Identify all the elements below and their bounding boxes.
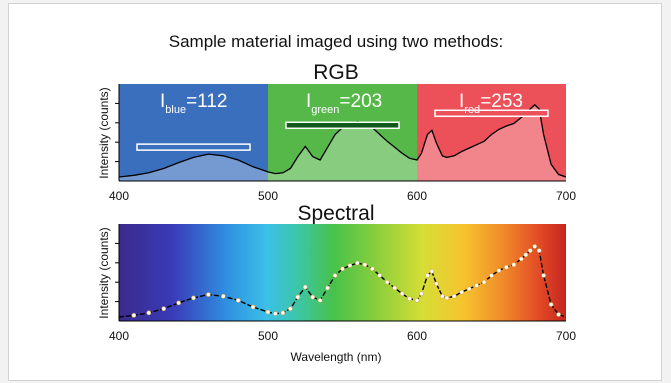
spectral-sample-point xyxy=(250,304,256,310)
spectral-x-tick-label: 400 xyxy=(109,329,129,343)
blue-intensity-label: Iblue=112 xyxy=(160,91,227,116)
spectral-sample-point xyxy=(407,296,412,302)
rgb-red-region xyxy=(417,84,566,181)
spectral-sample-point xyxy=(434,281,439,287)
spectral-sample-point xyxy=(310,294,316,300)
spectral-sample-point xyxy=(527,248,533,253)
spectral-sample-point xyxy=(459,289,465,295)
spectral-sample-point xyxy=(419,291,424,297)
spectral-sample-point xyxy=(131,313,137,318)
spectral-sample-point xyxy=(317,298,323,303)
spectral-x-tick-label: 600 xyxy=(407,329,427,343)
spectral-sample-point xyxy=(474,283,479,288)
green-label-value: =203 xyxy=(339,91,382,112)
spectral-sample-point xyxy=(496,268,502,273)
figure-title: Sample material imaged using two methods… xyxy=(169,32,504,51)
red-label-main: I xyxy=(459,91,464,112)
spectral-sample-point xyxy=(444,295,450,301)
rgb-panel-title: RGB xyxy=(313,61,359,84)
red-label-subscript: red xyxy=(464,104,480,116)
spectral-sample-point xyxy=(548,302,554,307)
spectral-sample-point xyxy=(146,310,152,316)
rgb-spectrum-fill xyxy=(119,104,566,181)
rgb-spectrum-line xyxy=(119,103,566,178)
red-label-value: =253 xyxy=(480,91,523,112)
blue-label-subscript: blue xyxy=(165,104,186,116)
spectral-sample-point xyxy=(302,284,308,290)
spectral-x-tick-label: 700 xyxy=(556,329,576,343)
spectral-sample-point xyxy=(532,244,538,249)
spectral-sample-points xyxy=(131,244,561,318)
spectral-sample-point xyxy=(466,286,472,292)
spectral-sample-point xyxy=(377,273,383,278)
spectral-sample-point xyxy=(161,306,166,312)
spectral-sample-point xyxy=(523,252,529,258)
spectral-sample-point xyxy=(541,273,546,278)
blue-label-main: I xyxy=(160,91,165,112)
spectral-sample-point xyxy=(518,256,524,262)
spectral-sample-point xyxy=(481,279,487,285)
spectral-sample-point xyxy=(295,294,301,300)
spectral-sample-point xyxy=(489,273,494,278)
spectral-sample-point xyxy=(392,285,397,291)
rgb-y-ticks xyxy=(115,102,119,163)
spectral-y-ticks xyxy=(115,242,119,303)
spectral-sample-point xyxy=(191,295,196,301)
green-label-main: I xyxy=(306,91,311,112)
spectral-sample-point xyxy=(369,266,375,272)
spectral-sample-point xyxy=(176,300,181,306)
spectral-sample-point xyxy=(347,263,353,268)
spectral-sample-point xyxy=(288,306,293,312)
spectral-sample-point xyxy=(399,291,405,297)
spectral-sample-point xyxy=(536,248,542,253)
spectral-rainbow-background xyxy=(119,224,566,321)
spectral-sample-point xyxy=(451,293,457,299)
spectral-sample-point xyxy=(235,298,241,303)
spectral-sample-point xyxy=(206,292,211,297)
rgb-y-axis-label: Intensity (counts) xyxy=(97,87,111,178)
green-intensity-label: Igreen=203 xyxy=(306,91,382,116)
spectral-sample-point xyxy=(414,298,420,303)
spectral-sample-point xyxy=(362,262,368,268)
spectral-x-axis-label: Wavelength (nm) xyxy=(291,350,382,364)
green-intensity-band xyxy=(285,121,400,130)
spectral-sample-point xyxy=(511,262,517,268)
green-label-subscript: green xyxy=(311,104,339,116)
blue-label-value: =112 xyxy=(186,91,227,112)
spectral-sample-point xyxy=(340,266,345,272)
spectral-sample-point xyxy=(332,273,338,278)
spectral-sample-point xyxy=(440,293,445,299)
spectral-sample-point xyxy=(425,273,430,278)
spectral-sample-point xyxy=(429,269,435,274)
red-intensity-label: Ired=253 xyxy=(459,91,523,116)
blue-intensity-band xyxy=(136,143,251,151)
spectral-sample-point xyxy=(221,293,226,299)
spectral-sample-point xyxy=(265,309,271,315)
spectral-sample-point xyxy=(325,285,330,291)
spectral-panel-title: Spectral xyxy=(297,202,374,225)
spectral-sample-point xyxy=(273,311,278,316)
spectral-sample-point xyxy=(556,312,561,317)
rgb-x-tick-label: 600 xyxy=(407,189,427,203)
rgb-x-tick-label: 500 xyxy=(258,189,278,203)
spectral-sample-point xyxy=(280,310,286,316)
spectral-sample-point xyxy=(504,264,509,270)
spectral-x-tick-label: 500 xyxy=(258,329,278,343)
spectral-sample-point xyxy=(384,279,390,285)
spectral-y-axis-label: Intensity (counts) xyxy=(97,227,111,318)
rgb-x-tick-label: 400 xyxy=(109,189,129,203)
spectral-sample-point xyxy=(355,260,360,266)
rgb-blue-region xyxy=(119,84,268,181)
red-intensity-band xyxy=(434,109,549,118)
rgb-x-tick-label: 700 xyxy=(556,189,576,203)
